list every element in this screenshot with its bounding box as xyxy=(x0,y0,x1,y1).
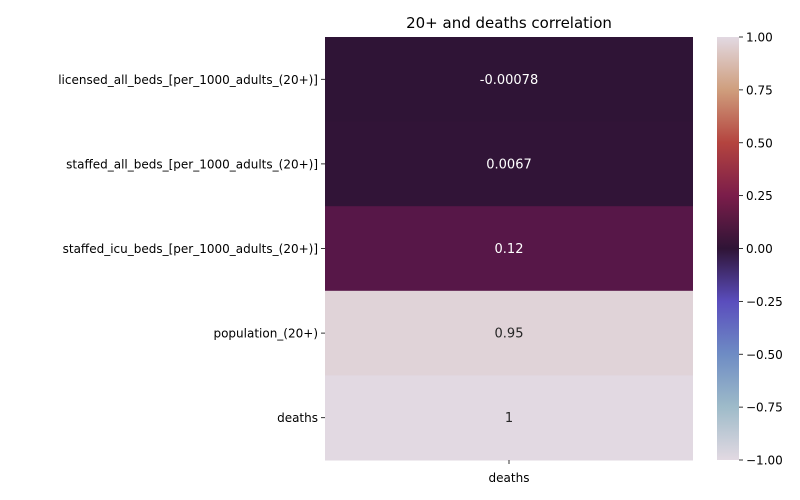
row-tick-label: licensed_all_beds_[per_1000_adults_(20+)… xyxy=(58,73,318,87)
heatmap-cell xyxy=(325,375,693,461)
cell-value-label: 0.0067 xyxy=(486,157,532,172)
row-tick-label: staffed_all_beds_[per_1000_adults_(20+)] xyxy=(66,157,318,171)
row-tick-label: deaths xyxy=(277,411,318,425)
colorbar-tick-label: −0.50 xyxy=(746,348,783,362)
colorbar-tick-label: −0.75 xyxy=(746,401,783,415)
cell-value-label: 1 xyxy=(505,411,513,426)
row-tick-label: population_(20+) xyxy=(213,327,318,341)
row-tick-labels: licensed_all_beds_[per_1000_adults_(20+)… xyxy=(58,73,325,425)
chart-title: 20+ and deaths correlation xyxy=(406,14,612,32)
column-tick-label: deaths xyxy=(489,471,530,485)
heatmap-cell xyxy=(325,290,693,376)
heatmap-cells xyxy=(325,37,693,461)
column-tick-labels: deaths xyxy=(489,460,530,485)
colorbar-tick-label: 0.50 xyxy=(746,136,773,150)
colorbar-tick-label: 0.25 xyxy=(746,189,773,203)
heatmap-cell xyxy=(325,121,693,207)
colorbar-tick-label: 0.75 xyxy=(746,83,773,97)
heatmap-cell xyxy=(325,206,693,292)
colorbar-tick-label: 0.00 xyxy=(746,242,773,256)
colorbar-tick-label: 1.00 xyxy=(746,31,773,45)
colorbar-ticks: 1.00 0.75 0.50 0.25 0.00 −0.25 −0.50 −0.75 −1.00 xyxy=(739,31,783,468)
colorbar-tick-label: −1.00 xyxy=(746,454,783,468)
heatmap-cell-labels: -0.00078 0.0067 0.12 0.95 1 xyxy=(480,73,538,426)
heatmap-cell xyxy=(325,37,693,123)
colorbar-tick-label: −0.25 xyxy=(746,295,783,309)
row-tick-label: staffed_icu_beds_[per_1000_adults_(20+)] xyxy=(63,242,318,256)
cell-value-label: 0.12 xyxy=(495,242,524,257)
cell-value-label: -0.00078 xyxy=(480,73,538,88)
cell-value-label: 0.95 xyxy=(495,327,524,342)
colorbar xyxy=(717,37,739,460)
